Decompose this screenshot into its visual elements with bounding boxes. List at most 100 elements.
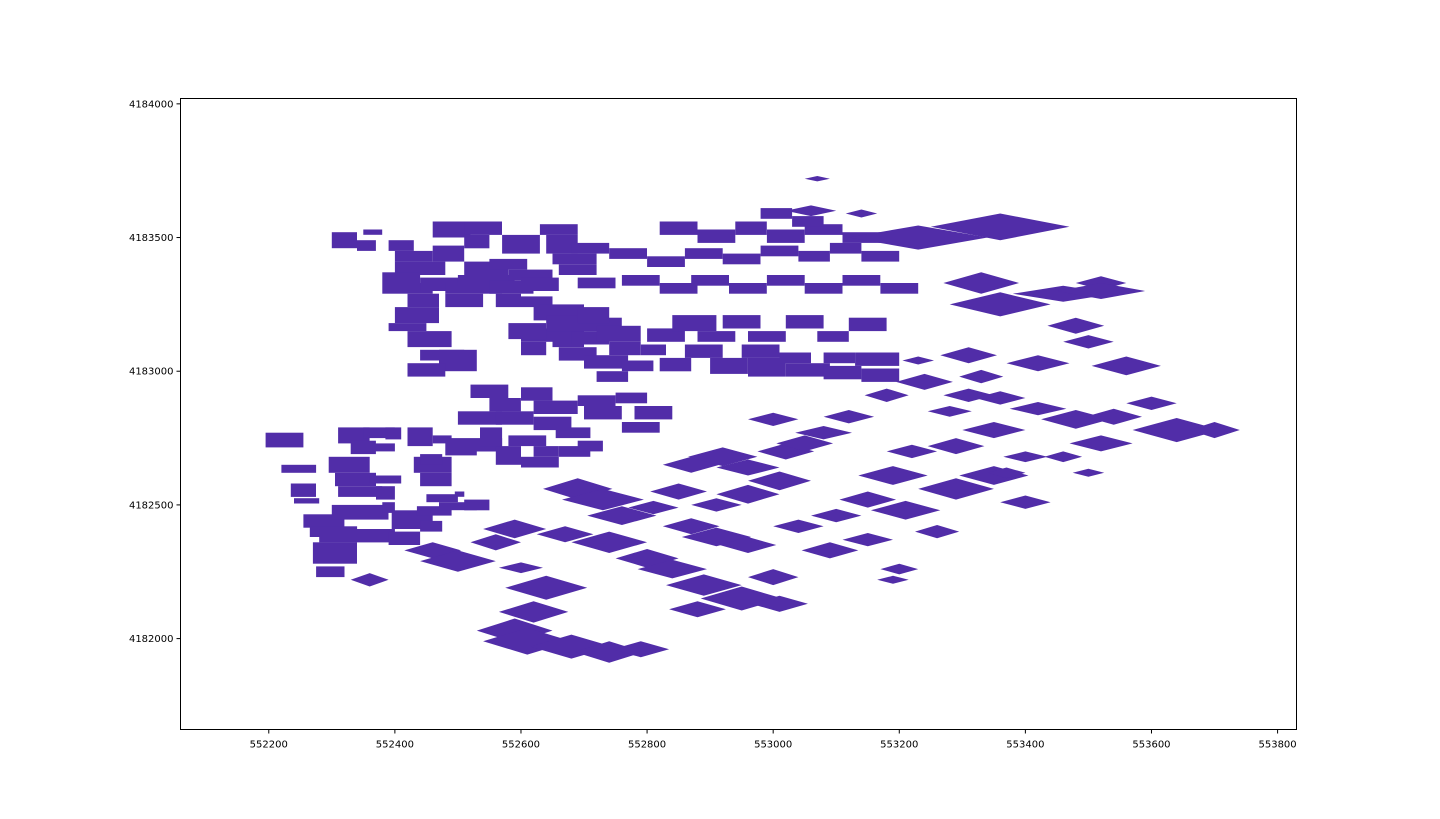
building-footprint xyxy=(521,456,559,468)
building-footprint xyxy=(533,416,572,431)
building-footprint xyxy=(498,562,543,574)
building-footprint xyxy=(420,454,443,465)
building-footprint xyxy=(394,307,439,324)
y-axis: 4182000 4182500 4183000 4183500 4184000 xyxy=(129,99,181,645)
building-footprint xyxy=(823,352,856,364)
building-footprint xyxy=(505,575,588,600)
building-footprint xyxy=(751,595,808,612)
building-footprint xyxy=(823,410,875,424)
building-footprint xyxy=(855,352,900,366)
building-footprint xyxy=(1189,422,1240,439)
building-footprint xyxy=(722,253,761,265)
building-footprint xyxy=(880,283,919,294)
building-footprint xyxy=(536,526,594,543)
building-footprint xyxy=(521,277,559,291)
building-footprint xyxy=(1044,451,1083,463)
building-footprint xyxy=(432,245,465,262)
building-footprint xyxy=(691,498,742,512)
building-footprint xyxy=(376,486,395,500)
building-footprint xyxy=(716,459,780,476)
building-footprint xyxy=(848,317,887,332)
building-footprint xyxy=(959,369,1004,384)
building-footprint xyxy=(915,525,960,539)
building-footprint xyxy=(640,344,666,356)
building-footprint xyxy=(1009,402,1067,416)
building-footprint xyxy=(1063,335,1114,349)
building-footprint xyxy=(533,400,578,414)
building-footprint xyxy=(457,275,515,286)
building-footprint xyxy=(546,315,584,332)
x-tick-label: 553800 xyxy=(1258,740,1296,751)
building-footprint xyxy=(577,277,616,289)
x-tick-label: 553000 xyxy=(754,740,792,751)
y-tick-label: 4182500 xyxy=(129,500,174,511)
building-footprint xyxy=(420,550,496,572)
building-footprint xyxy=(842,533,893,547)
building-footprint xyxy=(312,542,357,564)
building-footprint xyxy=(943,388,994,402)
building-footprint xyxy=(521,341,547,356)
building-footprint xyxy=(388,240,414,251)
building-footprint xyxy=(848,225,988,250)
building-footprint xyxy=(577,440,603,452)
building-footprint xyxy=(319,529,395,543)
building-footprint xyxy=(416,506,452,516)
building-footprint xyxy=(363,427,395,439)
building-footprint xyxy=(388,323,427,332)
building-footprint xyxy=(940,347,997,364)
building-footprint xyxy=(861,250,900,262)
building-footprint xyxy=(338,427,370,444)
building-footprint xyxy=(584,355,629,369)
building-footprint xyxy=(647,256,685,267)
building-footprint xyxy=(858,466,928,485)
building-footprint xyxy=(558,264,597,275)
building-footprint xyxy=(350,573,389,587)
building-footprint xyxy=(533,446,559,457)
building-footprint xyxy=(290,483,316,497)
building-footprint xyxy=(543,478,613,500)
building-footprint xyxy=(1006,355,1070,372)
building-footprint xyxy=(1056,283,1146,299)
building-footprint xyxy=(662,518,720,535)
building-footprint xyxy=(587,506,657,525)
building-footprint xyxy=(795,426,852,440)
building-footprint xyxy=(445,293,484,308)
building-footprint xyxy=(748,471,811,491)
building-footprint xyxy=(388,531,421,545)
building-footprint xyxy=(470,384,509,398)
building-footprint xyxy=(331,232,357,249)
building-footprint xyxy=(621,275,660,286)
building-footprint xyxy=(464,499,490,511)
building-footprint xyxy=(684,344,723,358)
building-footprint xyxy=(659,357,692,372)
building-footprint xyxy=(792,216,824,227)
building-footprint xyxy=(647,328,685,342)
building-footprint xyxy=(804,283,843,294)
building-footprint xyxy=(357,240,376,251)
building-footprint xyxy=(495,411,534,425)
building-footprint xyxy=(571,242,610,254)
building-footprint xyxy=(1072,468,1105,477)
building-footprint xyxy=(331,504,389,520)
building-footprint xyxy=(621,422,660,433)
building-footprint xyxy=(1091,356,1161,376)
building-footprint xyxy=(766,229,805,243)
building-footprint xyxy=(546,234,578,254)
building-footprint xyxy=(577,307,610,324)
x-tick-label: 553600 xyxy=(1132,740,1170,751)
building-footprint xyxy=(439,502,477,511)
building-footprint xyxy=(420,520,443,532)
building-footprint xyxy=(864,388,909,402)
building-footprint xyxy=(483,519,547,539)
building-footprint xyxy=(407,363,446,377)
building-footprint xyxy=(432,221,471,238)
building-footprint xyxy=(719,537,777,553)
x-axis: 552200 552400 552600 552800 553000 553200 5534… xyxy=(250,729,1297,751)
building-footprint xyxy=(861,368,900,382)
building-footprint xyxy=(710,357,748,374)
building-footprint xyxy=(489,398,521,412)
building-footprint xyxy=(842,275,881,286)
building-footprint xyxy=(420,472,452,487)
building-footprint xyxy=(521,296,553,308)
building-footprint xyxy=(748,331,786,342)
